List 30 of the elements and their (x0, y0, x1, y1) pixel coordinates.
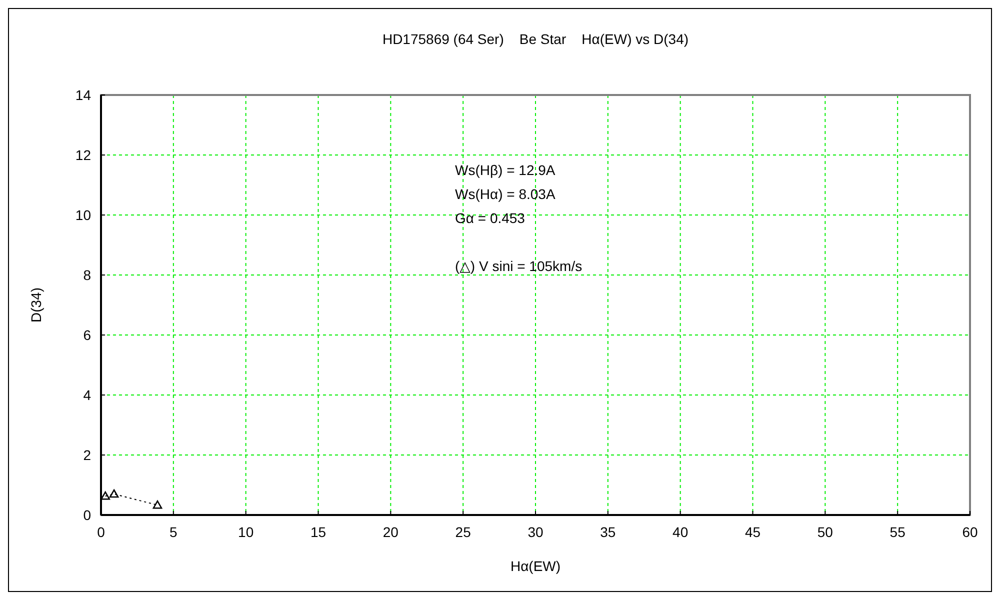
x-tick-label: 20 (382, 524, 399, 540)
x-tick-label: 30 (528, 524, 544, 540)
x-tick-label: 25 (455, 524, 472, 540)
y-tick-label: 10 (75, 207, 92, 223)
x-tick-label: 45 (744, 524, 761, 540)
x-tick-label: 0 (97, 524, 106, 540)
x-tick-label: 5 (170, 524, 178, 540)
y-tick-label: 14 (75, 87, 92, 103)
x-tick-label: 15 (310, 524, 326, 540)
annotation: (△) V sini = 105km/s (455, 258, 582, 274)
point (109, 489, 119, 498)
annotation: Ws(Hβ) = 12.9A (455, 162, 556, 178)
x-tick-label: 60 (962, 524, 978, 540)
x-tick-label: 35 (600, 524, 616, 540)
y-tick-label: 8 (83, 267, 92, 283)
annotation: Ws(Hα) = 8.03A (455, 186, 556, 202)
x-tick-label: 10 (238, 524, 254, 540)
x-axis-title: Hα(EW) (510, 558, 561, 574)
x-tick-label: 55 (890, 524, 906, 540)
y-tick-label: 0 (83, 507, 92, 523)
y-tick-label: 2 (83, 447, 92, 463)
y-tick-label: 6 (83, 327, 92, 343)
point (152, 500, 162, 509)
y-tick-label: 4 (83, 387, 92, 403)
x-tick-label: 50 (817, 524, 834, 540)
y-tick-label: 12 (75, 147, 92, 163)
y-axis-title: D(34) (28, 287, 44, 323)
annotation: Gα = 0.453 (455, 210, 526, 226)
chart-title: HD175869 (64 Ser) Be Star Hα(EW) vs D(34) (382, 31, 689, 47)
x-tick-label: 40 (672, 524, 688, 540)
